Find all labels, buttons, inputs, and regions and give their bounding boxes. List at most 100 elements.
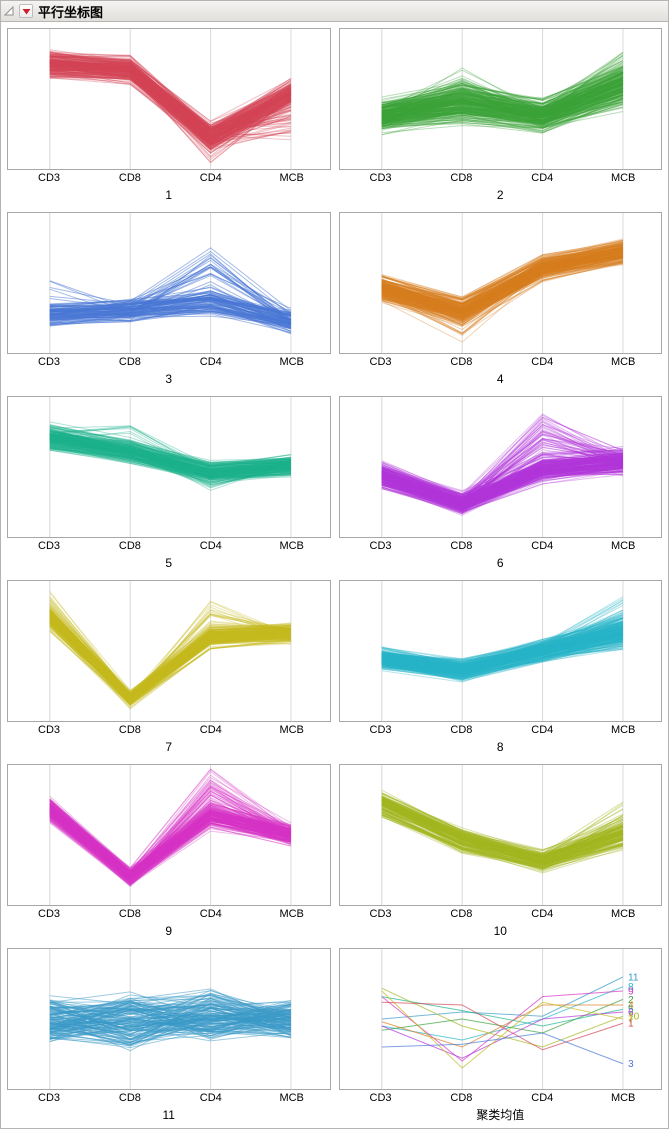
axis-tick-label: CD4 <box>199 356 222 368</box>
gridlines <box>49 213 292 353</box>
axis-tick-label: CD8 <box>450 540 473 552</box>
gridlines <box>49 765 292 905</box>
axis-tick-label: CD8 <box>118 724 141 736</box>
axis-tick-label: CD4 <box>531 172 554 184</box>
cluster-panel-10: CD3 CD8 CD4 MCB 10 <box>338 764 663 940</box>
cluster-plot-area[interactable] <box>7 212 331 354</box>
panel-label: 3 <box>165 372 173 386</box>
panel-label: 7 <box>165 740 173 754</box>
panel-label: 8 <box>496 740 504 754</box>
svg-text:6: 6 <box>628 1008 634 1019</box>
report-title: 平行坐标图 <box>38 4 104 20</box>
axis-tick-label: MCB <box>279 540 304 552</box>
profile-lines[interactable] <box>49 768 292 888</box>
axis-tick-label: CD4 <box>199 724 222 736</box>
axis-tick-label: CD8 <box>450 356 473 368</box>
svg-text:7: 7 <box>628 1015 634 1026</box>
x-axis-ticks: CD3 CD8 CD4 MCB <box>7 354 331 370</box>
svg-text:1: 1 <box>628 1019 634 1030</box>
axis-tick-label: CD3 <box>38 908 61 920</box>
axis-tick-label: MCB <box>610 540 636 552</box>
axis-tick-label: CD8 <box>450 908 473 920</box>
profile-lines[interactable] <box>49 421 292 491</box>
x-axis-ticks: CD3 CD8 CD4 MCB <box>7 1090 331 1106</box>
cluster-plot-area[interactable] <box>338 580 663 722</box>
x-axis-ticks: CD3 CD8 CD4 MCB <box>339 170 663 186</box>
x-axis-ticks: CD3 CD8 CD4 MCB <box>339 906 663 922</box>
panel-label: 聚类均值 <box>476 1108 525 1122</box>
axis-tick-label: CD3 <box>369 908 392 920</box>
cluster-plot-area[interactable] <box>7 28 331 170</box>
cluster-plot-area[interactable] <box>338 212 663 354</box>
svg-text:8: 8 <box>628 982 634 993</box>
cluster-plot-area[interactable] <box>338 28 663 170</box>
profile-lines[interactable] <box>381 51 623 136</box>
x-axis-ticks: CD3 CD8 CD4 MCB <box>339 1090 663 1106</box>
axis-tick-label: CD8 <box>450 1092 473 1104</box>
svg-text:3: 3 <box>628 1059 634 1070</box>
gridlines <box>380 213 623 353</box>
cluster-panel-9: CD3 CD8 CD4 MCB 9 <box>7 764 331 940</box>
axis-tick-label: CD8 <box>118 908 141 920</box>
axis-tick-label: CD8 <box>118 356 141 368</box>
gridlines <box>49 581 292 721</box>
profile-lines[interactable] <box>49 247 292 335</box>
profile-lines[interactable] <box>381 789 623 874</box>
outline-title-bar[interactable]: 平行坐标图 <box>1 1 668 22</box>
axis-tick-label: MCB <box>610 356 636 368</box>
axis-tick-label: CD8 <box>118 1092 141 1104</box>
panel-label: 4 <box>496 372 504 386</box>
cluster-plot-area[interactable] <box>7 764 331 906</box>
axis-tick-label: MCB <box>279 172 304 184</box>
axis-tick-label: MCB <box>610 172 636 184</box>
gridlines <box>380 949 623 1089</box>
axis-tick-label: MCB <box>279 356 304 368</box>
cluster-plot-area[interactable] <box>338 396 663 538</box>
panel-label: 2 <box>496 188 504 202</box>
axis-tick-label: CD8 <box>450 724 473 736</box>
profile-lines[interactable] <box>381 238 623 343</box>
x-axis-ticks: CD3 CD8 CD4 MCB <box>339 354 663 370</box>
cluster-plot-area[interactable] <box>7 396 331 538</box>
axis-tick-label: CD3 <box>369 356 392 368</box>
cluster-panel-5: CD3 CD8 CD4 MCB 5 <box>7 396 331 572</box>
svg-text:4: 4 <box>628 1001 634 1012</box>
axis-tick-label: CD8 <box>118 172 141 184</box>
svg-text:10: 10 <box>628 1012 640 1023</box>
cluster-panel-6: CD3 CD8 CD4 MCB 6 <box>338 396 663 572</box>
profile-lines[interactable] <box>49 49 292 164</box>
gridlines <box>49 397 292 537</box>
cluster-plot-area[interactable] <box>7 580 331 722</box>
axis-tick-label: CD3 <box>38 172 61 184</box>
axis-tick-label: MCB <box>610 908 636 920</box>
panel-label: 11 <box>162 1108 175 1122</box>
axis-tick-label: CD4 <box>531 724 554 736</box>
axis-tick-label: CD8 <box>450 172 473 184</box>
panel-label: 5 <box>165 556 173 570</box>
axis-tick-label: CD4 <box>531 908 554 920</box>
cluster-mean-lines[interactable] <box>380 976 623 1069</box>
red-triangle-menu-button[interactable] <box>19 4 33 18</box>
gridlines <box>380 29 623 169</box>
svg-text:11: 11 <box>628 973 639 984</box>
profile-lines[interactable] <box>49 988 292 1052</box>
axis-tick-label: CD4 <box>531 540 554 552</box>
axis-tick-label: CD4 <box>531 356 554 368</box>
cluster-plot-area[interactable] <box>7 948 331 1090</box>
axis-tick-label: CD8 <box>118 540 141 552</box>
profile-lines[interactable] <box>49 590 292 710</box>
axis-tick-label: CD4 <box>199 540 222 552</box>
outline-disclosure-icon[interactable] <box>4 6 14 16</box>
means-panel: 11 8 9 2 4 5 6 10 7 1 3 CD3 CD8 CD4 MCB 聚类均值 <box>338 948 663 1124</box>
x-axis-ticks: CD3 CD8 CD4 MCB <box>7 538 331 554</box>
axis-tick-label: CD4 <box>199 172 222 184</box>
profile-lines[interactable] <box>381 596 623 683</box>
panel-label: 10 <box>493 924 507 938</box>
panel-label: 9 <box>165 924 173 938</box>
svg-text:9: 9 <box>628 987 634 998</box>
cluster-plot-area[interactable] <box>338 764 663 906</box>
profile-lines[interactable] <box>381 413 623 516</box>
